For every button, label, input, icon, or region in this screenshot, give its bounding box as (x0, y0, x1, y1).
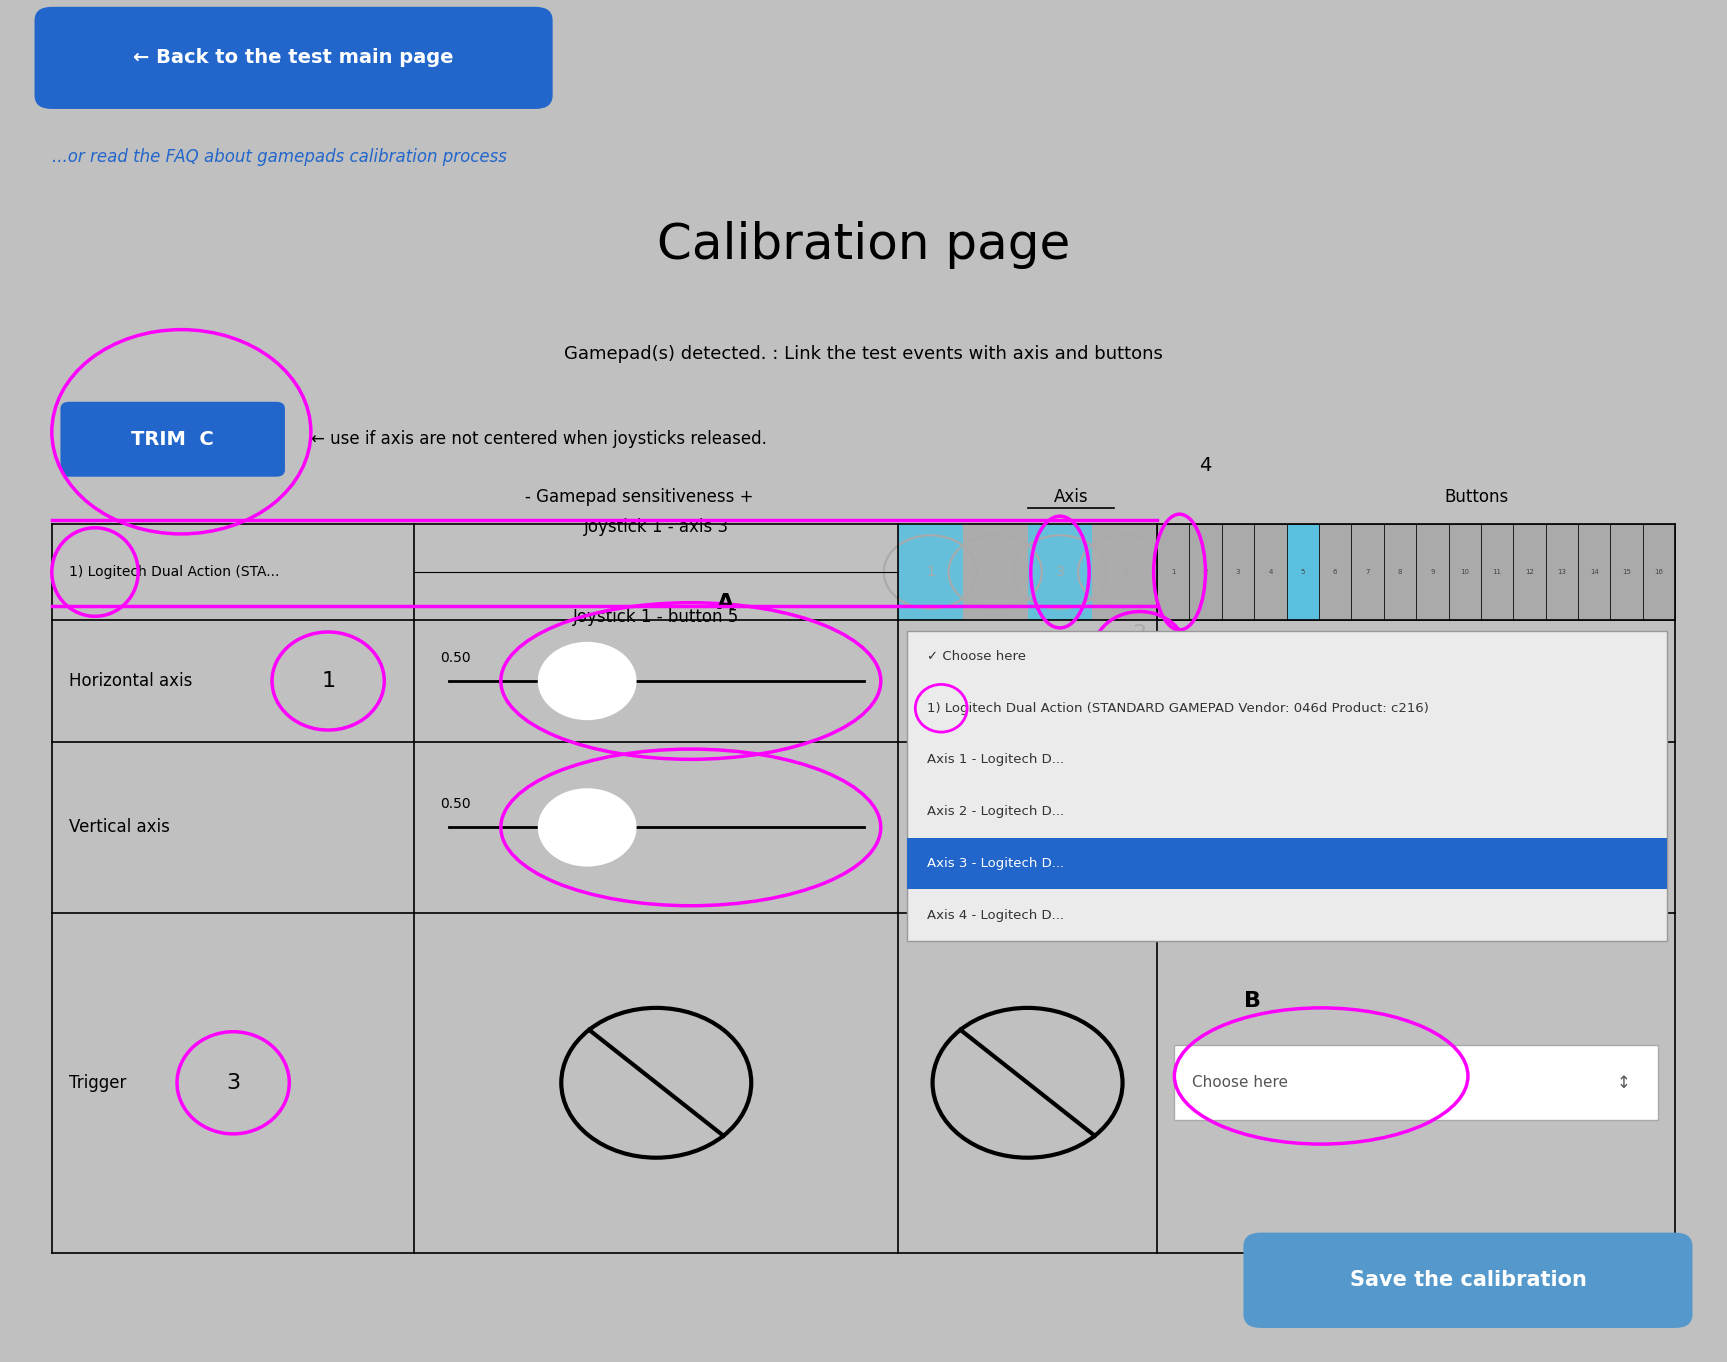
Text: 7: 7 (1366, 569, 1370, 575)
Text: 10: 10 (1461, 569, 1470, 575)
Text: Axis 4 - Logitech D...: Axis 4 - Logitech D... (927, 908, 1064, 922)
Bar (1449, 524, 1482, 620)
Text: ✓ Choose here: ✓ Choose here (927, 650, 1026, 663)
Text: 3: 3 (1237, 569, 1240, 575)
FancyBboxPatch shape (60, 402, 285, 477)
Text: Joystick 1 - button 5: Joystick 1 - button 5 (573, 607, 739, 627)
Bar (1351, 524, 1383, 620)
Bar (1093, 524, 1157, 620)
Text: 1) Logitech Dual Action (STA...: 1) Logitech Dual Action (STA... (69, 565, 280, 579)
Text: 1) Logitech Dual Action (STANDARD GAMEPAD Vendor: 046d Product: c216): 1) Logitech Dual Action (STANDARD GAMEPA… (927, 701, 1430, 715)
Text: 1: 1 (321, 671, 335, 691)
Bar (1287, 524, 1319, 620)
Bar (964, 524, 1028, 620)
Text: 1: 1 (1171, 569, 1176, 575)
Text: Vertical axis: Vertical axis (69, 819, 169, 836)
Bar (1513, 524, 1546, 620)
Text: 4: 4 (1199, 456, 1212, 475)
Text: Horizontal axis: Horizontal axis (69, 671, 192, 691)
Text: 2: 2 (991, 565, 1000, 579)
FancyBboxPatch shape (1243, 1233, 1692, 1328)
Bar (907, 838, 1667, 889)
Text: ↕: ↕ (1616, 1073, 1630, 1092)
Bar (1028, 524, 1093, 620)
Text: - Gamepad sensitiveness +: - Gamepad sensitiveness + (525, 488, 753, 507)
Text: 4: 4 (1268, 569, 1273, 575)
Text: 0.50: 0.50 (440, 797, 471, 810)
Text: Joystick 1 - axis 3: Joystick 1 - axis 3 (584, 518, 729, 537)
Text: 12: 12 (1525, 569, 1534, 575)
Bar (1383, 524, 1416, 620)
Text: 5: 5 (1300, 569, 1306, 575)
Text: 6: 6 (1333, 569, 1337, 575)
Bar (1254, 524, 1287, 620)
Text: ← Back to the test main page: ← Back to the test main page (133, 49, 454, 67)
Text: Calibration page: Calibration page (656, 221, 1071, 270)
Text: 14: 14 (1591, 569, 1599, 575)
Text: 2: 2 (1204, 569, 1207, 575)
Text: 15: 15 (1622, 569, 1630, 575)
Text: 9: 9 (1430, 569, 1435, 575)
Bar (1157, 524, 1190, 620)
Bar (907, 631, 1667, 941)
Text: 0.50: 0.50 (440, 651, 471, 665)
Text: Axis: Axis (1053, 488, 1088, 507)
Bar (1480, 524, 1513, 620)
Text: 1: 1 (926, 565, 934, 579)
Text: A: A (717, 594, 734, 613)
Text: Choose here: Choose here (1192, 1075, 1288, 1091)
Text: 3: 3 (226, 1073, 240, 1092)
Text: Save the calibration: Save the calibration (1349, 1271, 1587, 1290)
Text: B: B (1243, 992, 1261, 1011)
Text: 8: 8 (1397, 569, 1402, 575)
Bar (1546, 524, 1578, 620)
Text: TRIM  C: TRIM C (131, 430, 214, 448)
Text: Axis 3 - Logitech D...: Axis 3 - Logitech D... (927, 857, 1064, 870)
FancyBboxPatch shape (35, 7, 553, 109)
Bar (1319, 524, 1352, 620)
Text: 16: 16 (1654, 569, 1663, 575)
Text: Axis 1 - Logitech D...: Axis 1 - Logitech D... (927, 753, 1064, 767)
Text: Axis 2 - Logitech D...: Axis 2 - Logitech D... (927, 805, 1064, 819)
Text: Buttons: Buttons (1444, 488, 1509, 507)
Bar (1642, 524, 1675, 620)
Bar (1416, 524, 1449, 620)
Bar (1610, 524, 1642, 620)
Text: 4: 4 (1121, 565, 1129, 579)
Bar (1174, 1046, 1658, 1120)
Text: ← use if axis are not centered when joysticks released.: ← use if axis are not centered when joys… (311, 429, 767, 448)
Bar (898, 524, 964, 620)
Text: ...or read the FAQ about gamepads calibration process: ...or read the FAQ about gamepads calibr… (52, 147, 506, 166)
Text: Trigger: Trigger (69, 1073, 126, 1092)
Text: 2: 2 (1133, 624, 1147, 644)
Text: 3: 3 (1055, 565, 1064, 579)
Text: 11: 11 (1492, 569, 1501, 575)
Bar (1190, 524, 1223, 620)
Bar (1221, 524, 1254, 620)
Circle shape (539, 790, 636, 866)
Text: Gamepad(s) detected. : Link the test events with axis and buttons: Gamepad(s) detected. : Link the test eve… (565, 345, 1162, 364)
Bar (1578, 524, 1610, 620)
Circle shape (539, 643, 636, 719)
Text: 13: 13 (1558, 569, 1566, 575)
